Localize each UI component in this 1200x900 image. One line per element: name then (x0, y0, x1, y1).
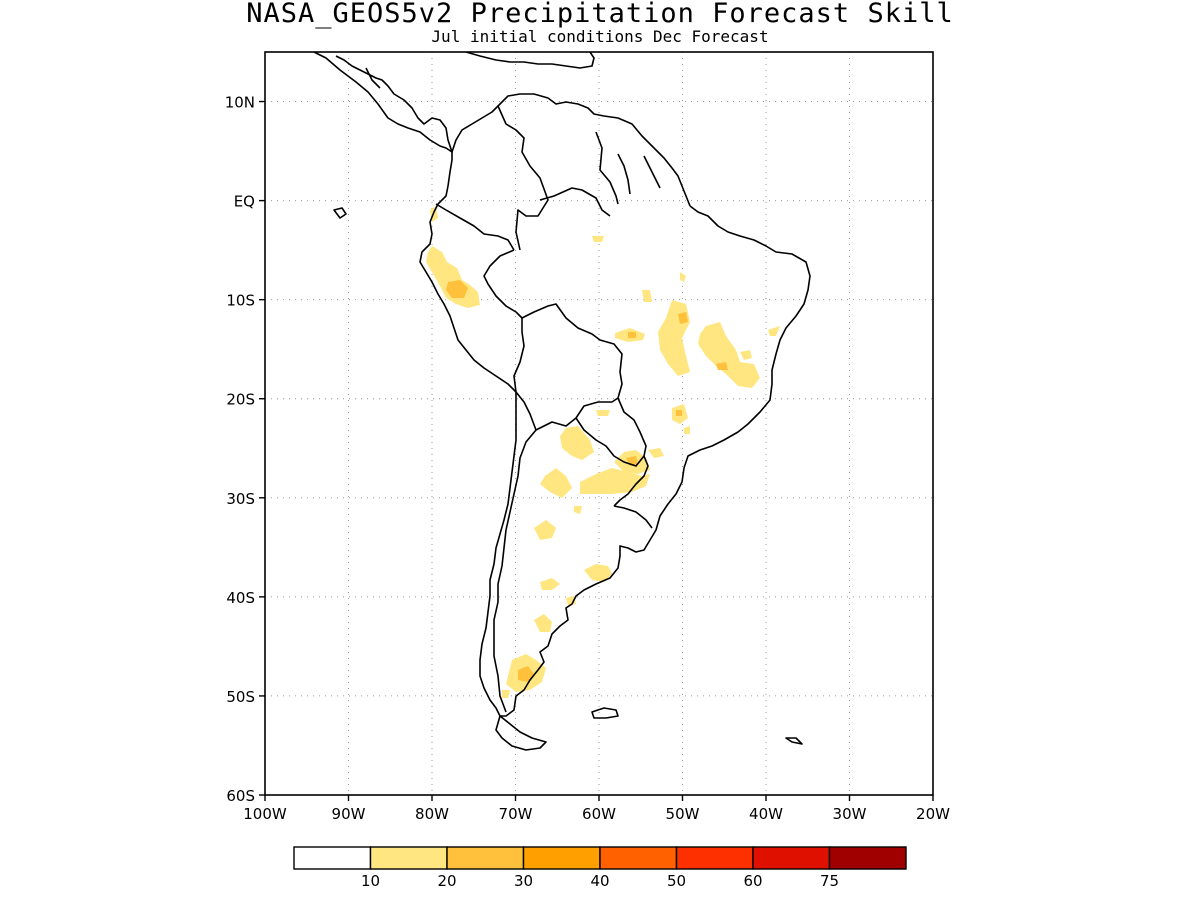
skill-patch-chaco (560, 426, 594, 460)
border-suriname (617, 153, 631, 195)
skill-patch-bahia (698, 322, 760, 388)
lat-tick-label: 20S (226, 391, 255, 409)
map-subtitle: Jul initial conditions Dec Forecast (431, 27, 769, 46)
skill-patch-chubut (534, 614, 552, 632)
border-chile-argentina (493, 429, 537, 713)
colorbar-swatch (522, 846, 601, 870)
lon-tick-label: 40W (749, 805, 783, 823)
skill-patch-amazon-2 (680, 272, 686, 282)
skill-patch-mato-grosso-core (628, 332, 636, 338)
skill-patch-patagonia-n (540, 578, 560, 590)
falklands (591, 707, 619, 719)
skill-patch-paraguay-1 (596, 410, 610, 416)
skill-patch-mendoza (534, 520, 556, 540)
colorbar-swatch (369, 846, 448, 870)
south-georgia (785, 737, 803, 745)
skill-patch-buenos-aires (584, 564, 612, 582)
skill-patch-peru (426, 246, 480, 308)
skill-patch-pampa-north (540, 468, 572, 498)
skill-patch-bahia-2 (740, 350, 752, 360)
colorbar-label: 10 (361, 872, 380, 890)
lat-tick-label: 30S (226, 490, 255, 508)
skill-patch-coast (768, 326, 780, 336)
lat-tick-label: 10S (226, 292, 255, 310)
skill-patch-east (648, 448, 664, 458)
border-paraguay-argentina (575, 417, 645, 467)
galapagos (333, 207, 347, 219)
colorbar-label: 60 (743, 872, 762, 890)
central-america-coast (313, 52, 453, 153)
colorbar-swatch (675, 846, 754, 870)
lat-tick-label: 40S (226, 589, 255, 607)
caribbean-coast (451, 93, 691, 207)
skill-shading (426, 206, 780, 698)
border-peru-bolivia (513, 318, 525, 393)
coastlines (313, 52, 811, 751)
lat-tick-label: 10N (225, 94, 255, 112)
border-french-guiana (643, 155, 661, 189)
cuba-hispaniola (465, 52, 595, 69)
colorbar: 10 20 30 40 50 60 75 (293, 846, 907, 890)
lon-tick-label: 90W (332, 805, 366, 823)
skill-patch-rio-negro (566, 596, 576, 606)
border-uruguay (613, 505, 653, 529)
skill-patch-santa-cruz-core (518, 666, 534, 682)
colorbar-swatch (828, 846, 907, 870)
colorbar-swatch (293, 846, 372, 870)
border-mexico-guatemala (365, 67, 381, 89)
border-argentina-brazil (613, 455, 649, 507)
border-peru-brazil (521, 303, 623, 399)
map-title: NASA_GEOS5v2 Precipitation Forecast Skil… (246, 0, 954, 29)
colorbar-label: 75 (820, 872, 839, 890)
skill-patch-minas-core (676, 410, 682, 416)
lon-tick-label: 30W (833, 805, 867, 823)
lon-tick-label: 70W (499, 805, 533, 823)
skill-patch-peru-core (446, 280, 468, 298)
skill-patch-amazon-3 (642, 290, 652, 302)
lon-tick-label: 60W (582, 805, 616, 823)
border-venezuela-brazil (539, 187, 611, 217)
border-ecuador-peru (435, 203, 515, 251)
lon-tick-label: 50W (666, 805, 700, 823)
lon-axis: 100W 90W 80W 70W 60W 50W 40W 30W 20W (243, 795, 950, 823)
lat-tick-label: 60S (226, 787, 255, 805)
lat-tick-label: 50S (226, 688, 255, 706)
colorbar-label: 40 (590, 872, 609, 890)
border-colombia-peru (483, 249, 523, 319)
colorbar-swatch (599, 846, 678, 870)
colorbar-swatch (752, 846, 831, 870)
tierra-del-fuego (495, 715, 547, 751)
colorbar-label: 20 (437, 872, 456, 890)
south-america-coast (419, 152, 811, 717)
lon-tick-label: 100W (243, 805, 287, 823)
lon-tick-label: 20W (916, 805, 950, 823)
lat-tick-label: EQ (234, 193, 255, 211)
border-paraguay-brazil (617, 397, 647, 457)
skill-patch-bahia-core (716, 362, 728, 370)
skill-patch-minas-2 (684, 426, 690, 434)
border-guyana (595, 131, 619, 205)
lon-tick-label: 80W (415, 805, 449, 823)
skill-patch-santa-cruz-2 (502, 690, 510, 698)
skill-patch-amazon-1 (592, 236, 604, 242)
skill-patch-goias (658, 300, 690, 376)
border-bolivia-paraguay (535, 397, 619, 431)
skill-patch-uruguay-n (574, 506, 582, 514)
lat-axis: 10N EQ 10S 20S 30S 40S 50S 60S (225, 94, 265, 805)
colorbar-label: 30 (514, 872, 533, 890)
colorbar-swatch (446, 846, 525, 870)
colorbar-label: 50 (667, 872, 686, 890)
border-colombia-venezuela (497, 105, 549, 251)
map-frame (264, 51, 934, 796)
border-bolivia-chile (515, 391, 537, 431)
map-gridlines (265, 52, 933, 795)
skill-patch-goias-core (678, 312, 688, 324)
